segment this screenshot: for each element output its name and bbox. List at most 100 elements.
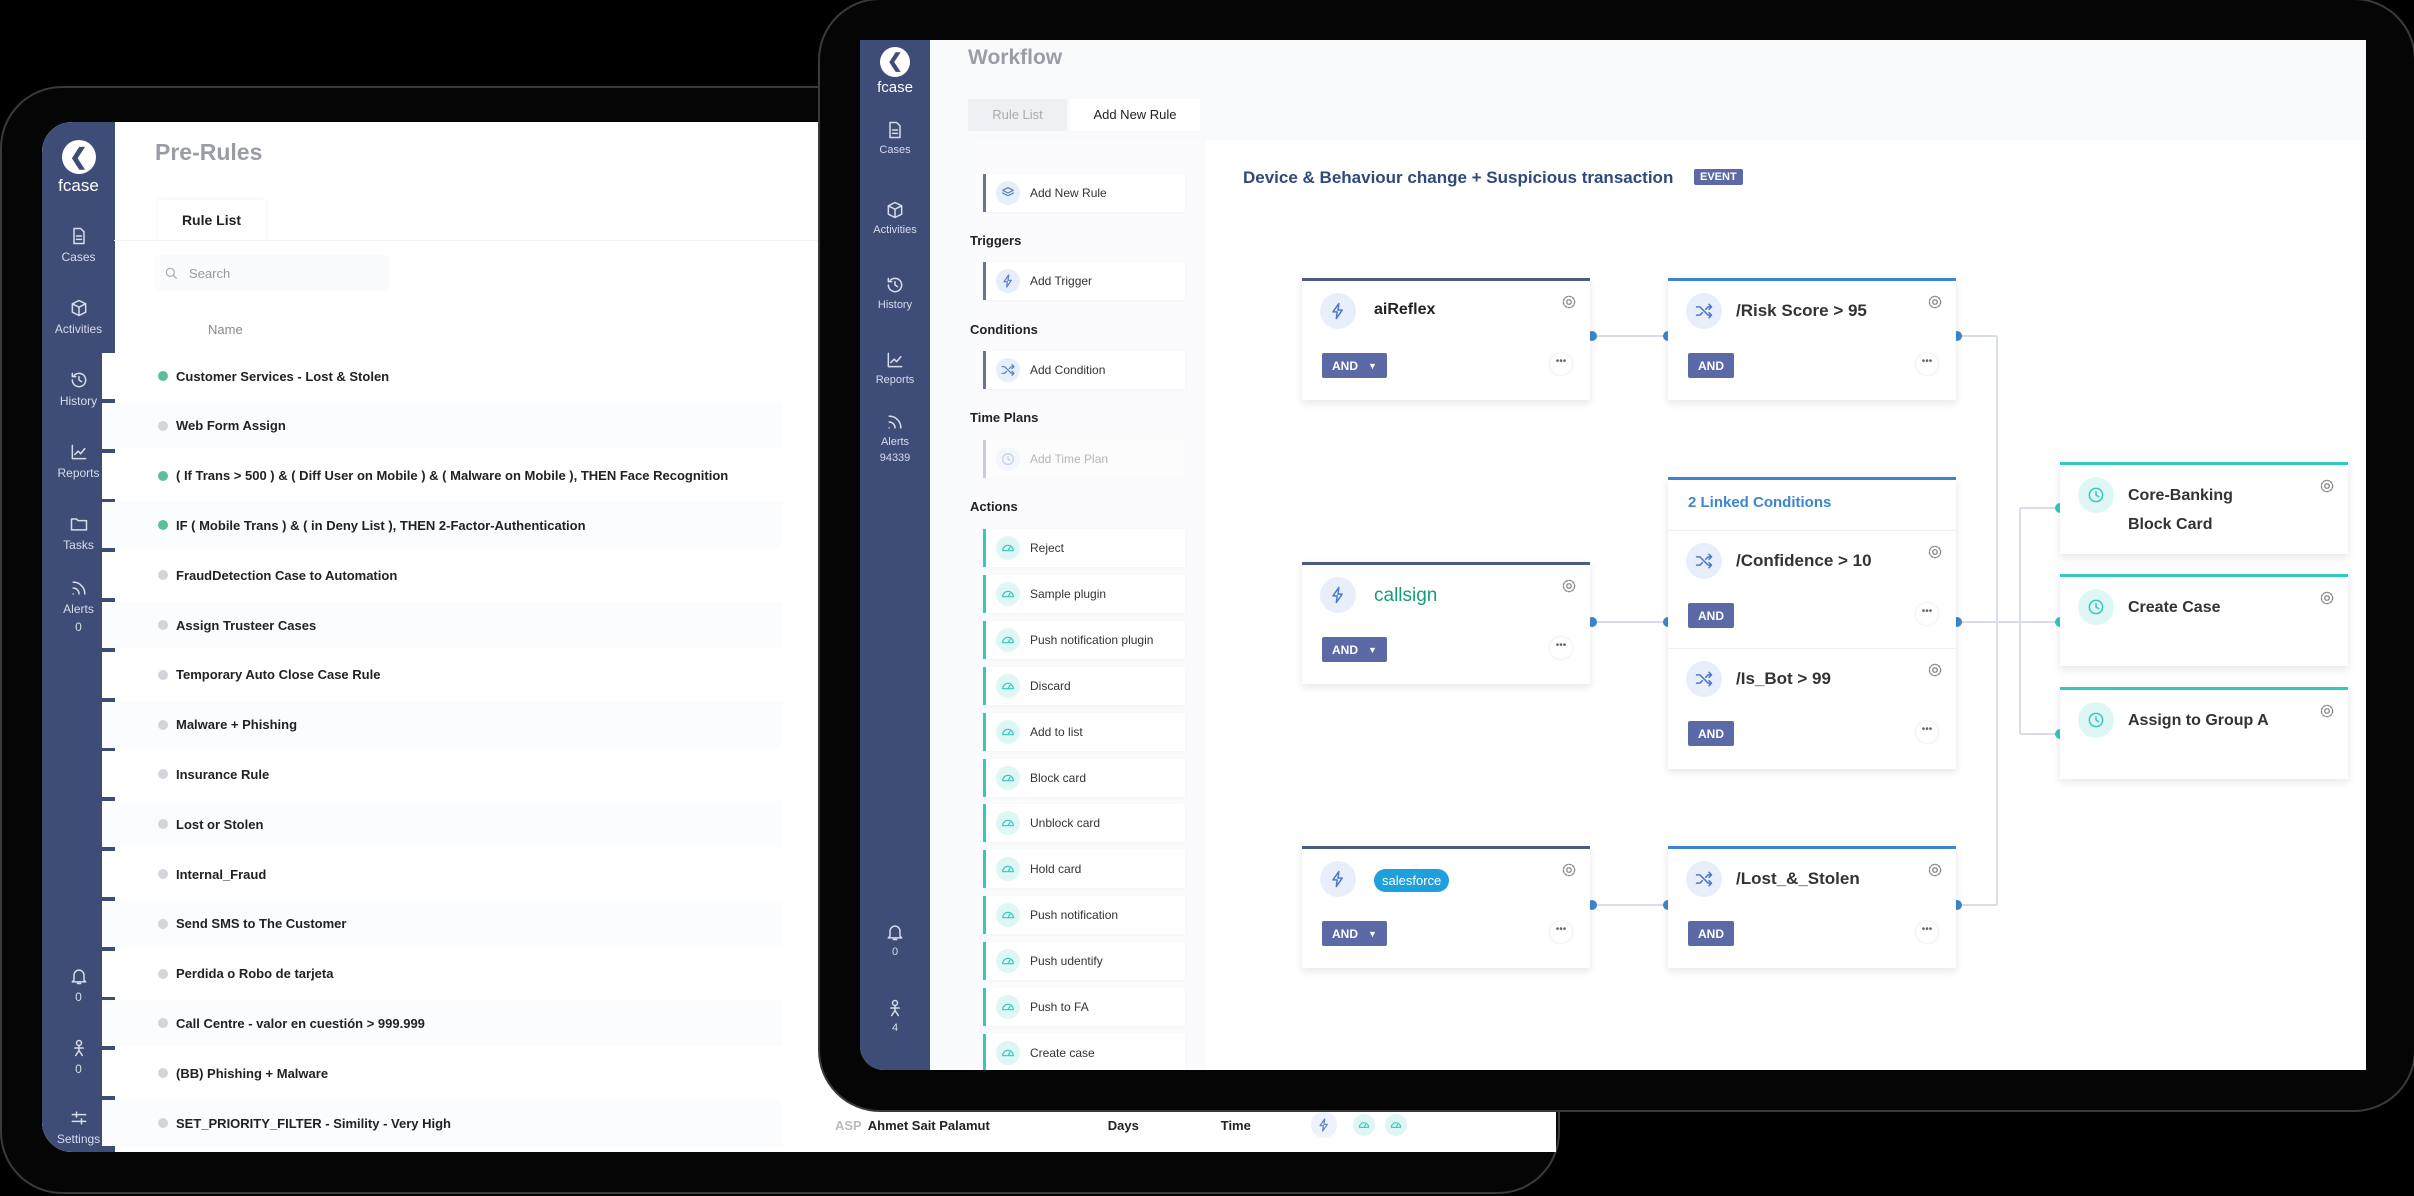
gear-icon[interactable]: [1560, 293, 1578, 311]
action-item[interactable]: Create case: [983, 1033, 1185, 1070]
rule-row[interactable]: Temporary Auto Close Case Rule: [102, 651, 782, 698]
action-item[interactable]: Unblock card: [983, 804, 1185, 843]
status-dot: [158, 520, 168, 531]
sidebar-item-reports[interactable]: Reports: [42, 442, 115, 480]
more-icon[interactable]: •••: [1550, 637, 1572, 659]
action-item[interactable]: Push notification: [983, 896, 1185, 935]
sidebar-item-cases[interactable]: Cases: [42, 226, 115, 264]
tab-rule-list[interactable]: Rule List: [158, 200, 265, 240]
rule-row[interactable]: Internal_Fraud: [102, 851, 782, 897]
gear-icon[interactable]: [1926, 861, 1944, 879]
action-item[interactable]: Sample plugin: [983, 574, 1185, 613]
fcase-logo[interactable]: ❮ fcase: [860, 47, 930, 96]
gear-icon[interactable]: [1560, 861, 1578, 879]
user-icon: [69, 1038, 89, 1058]
action-card[interactable]: Core-Banking Block Card: [2060, 462, 2348, 554]
sidebar-item-alerts[interactable]: Alerts 0: [42, 578, 115, 634]
gear-icon[interactable]: [1926, 543, 1944, 561]
rule-row[interactable]: Insurance Rule: [102, 751, 782, 798]
gear-icon[interactable]: [2318, 589, 2336, 607]
action-item[interactable]: Push udentify: [983, 942, 1185, 981]
tab-rule-list[interactable]: Rule List: [968, 99, 1067, 131]
sidebar-item-history[interactable]: History: [42, 370, 115, 408]
gear-icon[interactable]: [1560, 577, 1578, 595]
status-dot: [158, 719, 168, 730]
sidebar-bell[interactable]: 0: [42, 966, 115, 1004]
more-icon[interactable]: •••: [1916, 603, 1938, 625]
more-icon[interactable]: •••: [1916, 353, 1938, 375]
action-item[interactable]: Push to FA: [983, 988, 1185, 1026]
rule-row[interactable]: Perdida o Robo de tarjeta: [102, 950, 782, 997]
add-time-plan-item[interactable]: Add Time Plan: [983, 440, 1185, 478]
action-item[interactable]: Add to list: [983, 712, 1185, 751]
action-card[interactable]: Assign to Group A: [2060, 687, 2348, 779]
search-input[interactable]: Search: [155, 255, 390, 291]
and-button[interactable]: AND: [1688, 603, 1734, 628]
condition-card[interactable]: /Is_Bot > 99 AND •••: [1668, 648, 1956, 766]
tab-add-new-rule[interactable]: Add New Rule: [1070, 99, 1200, 131]
rule-row[interactable]: Send SMS to The Customer: [102, 900, 782, 947]
fcase-logo[interactable]: ❮ fcase: [42, 140, 115, 196]
and-dropdown[interactable]: AND ▼: [1322, 353, 1387, 378]
more-icon[interactable]: •••: [1916, 721, 1938, 743]
sidebar-item-history[interactable]: History: [860, 275, 930, 311]
shuffle-icon: [1686, 543, 1722, 579]
sidebar-user[interactable]: 4: [860, 998, 930, 1034]
condition-card[interactable]: /Risk Score > 95 AND •••: [1668, 278, 1956, 400]
palette-item-label: Push to FA: [1030, 1000, 1089, 1014]
sidebar-item-alerts[interactable]: Alerts 94339: [860, 412, 930, 464]
trigger-card[interactable]: salesforce AND ▼ •••: [1302, 846, 1590, 968]
rule-row[interactable]: Lost or Stolen: [102, 801, 782, 848]
and-dropdown[interactable]: AND ▼: [1322, 921, 1387, 946]
rule-row[interactable]: Web Form Assign: [102, 402, 782, 449]
sidebar-item-reports[interactable]: Reports: [860, 350, 930, 386]
add-new-rule-item[interactable]: Add New Rule: [983, 174, 1185, 212]
action-item[interactable]: Push notification plugin: [983, 620, 1185, 659]
gear-icon[interactable]: [2318, 702, 2336, 720]
action-item[interactable]: Hold card: [983, 850, 1185, 889]
sidebar-item-cases[interactable]: Cases: [860, 120, 930, 156]
trigger-card[interactable]: aiReflex AND ▼ •••: [1302, 278, 1590, 400]
more-icon[interactable]: •••: [1916, 921, 1938, 943]
sidebar-label: Cases: [61, 250, 96, 264]
action-item[interactable]: Block card: [983, 758, 1185, 797]
sidebar-item-activities[interactable]: Activities: [42, 298, 115, 336]
and-dropdown[interactable]: AND ▼: [1322, 637, 1387, 662]
status-dot: [158, 371, 168, 381]
sidebar-bell[interactable]: 0: [860, 922, 930, 958]
rule-row[interactable]: IF ( Mobile Trans ) & ( in Deny List ), …: [102, 502, 782, 549]
more-icon[interactable]: •••: [1550, 353, 1572, 375]
rule-row[interactable]: SET_PRIORITY_FILTER - Simility - Very Hi…: [102, 1100, 782, 1146]
palette-item-label: Reject: [1030, 541, 1065, 555]
condition-card[interactable]: /Lost_&_Stolen AND •••: [1668, 846, 1956, 968]
and-button[interactable]: AND: [1688, 353, 1734, 378]
and-button[interactable]: AND: [1688, 921, 1734, 946]
trigger-card[interactable]: callsign AND ▼ •••: [1302, 562, 1590, 684]
add-trigger-item[interactable]: Add Trigger: [983, 262, 1185, 300]
conditions-heading: Conditions: [970, 322, 1038, 337]
more-icon[interactable]: •••: [1550, 921, 1572, 943]
sidebar-item-tasks[interactable]: Tasks: [42, 514, 115, 552]
and-label: AND: [1332, 926, 1358, 941]
and-button[interactable]: AND: [1688, 721, 1734, 746]
sidebar-item-activities[interactable]: Activities: [860, 200, 930, 236]
gear-icon[interactable]: [1926, 661, 1944, 679]
gear-icon[interactable]: [1926, 293, 1944, 311]
rule-row[interactable]: Malware + Phishing: [102, 701, 782, 748]
rule-row[interactable]: Customer Services - Lost & Stolen: [102, 353, 782, 399]
palette-item-label: Sample plugin: [1030, 586, 1107, 601]
rule-row[interactable]: Assign Trusteer Cases: [102, 602, 782, 648]
action-icon: [1352, 1114, 1375, 1136]
condition-card[interactable]: /Confidence > 10 AND •••: [1668, 530, 1956, 648]
action-item[interactable]: Discard: [983, 666, 1185, 705]
add-condition-item[interactable]: Add Condition: [983, 351, 1185, 389]
action-item[interactable]: Reject: [983, 529, 1185, 567]
action-card[interactable]: Create Case: [2060, 574, 2348, 666]
gear-icon[interactable]: [2318, 477, 2336, 495]
rule-row[interactable]: ( If Trans > 500 ) & ( Diff User on Mobi…: [102, 452, 782, 499]
rule-row[interactable]: Call Centre - valor en cuestión > 999.99…: [102, 1000, 782, 1047]
sidebar-user[interactable]: 0: [42, 1038, 115, 1076]
rule-row[interactable]: FraudDetection Case to Automation: [102, 552, 782, 599]
sidebar-sliders[interactable]: Settings: [42, 1108, 115, 1146]
rule-row[interactable]: (BB) Phishing + Malware: [102, 1050, 782, 1097]
